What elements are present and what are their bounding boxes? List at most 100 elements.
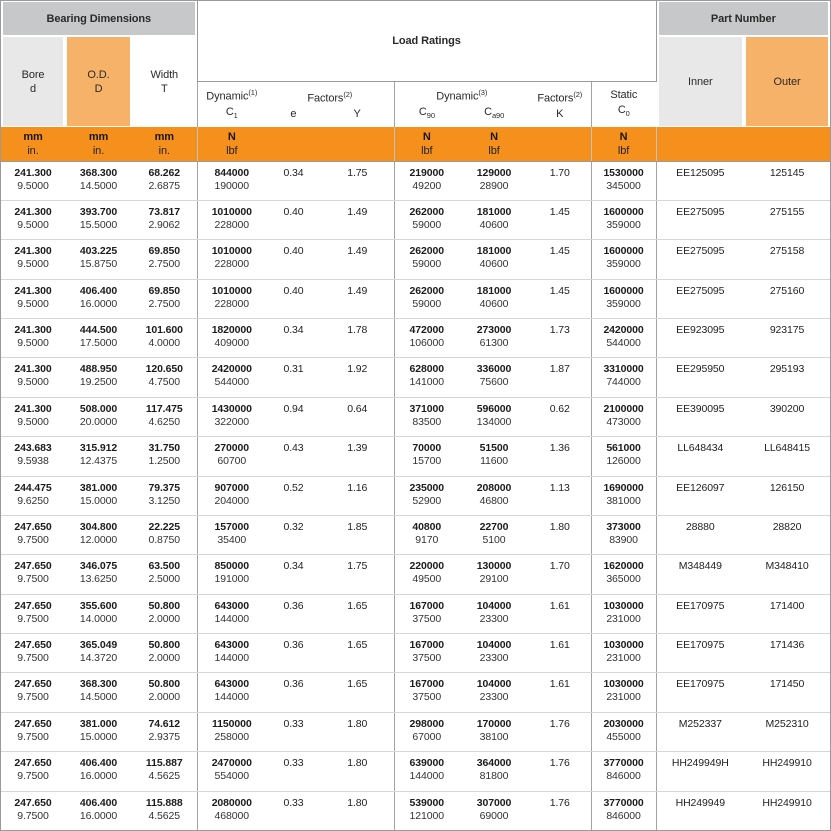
c0-lbf-value: 846000 [606,770,641,783]
c90-n-value: 235000 [409,481,445,494]
c1-lbf-value: 204000 [214,494,250,507]
inner-part-cell: EE923095 [655,318,745,359]
c0-lbf-value: 381000 [606,494,641,507]
bore-mm-value: 247.650 [14,599,52,612]
k-symbol: K [556,107,564,120]
c1-symbol: C1 [225,105,238,121]
c1-n-value: 850000 [214,560,250,573]
width-mm-value: 50.800 [148,678,181,691]
y-value: 1.65 [347,678,368,691]
inner-part-number: EE390095 [676,402,725,415]
c1-cell: 2080000 468000 [196,791,267,830]
k-value: 1.13 [549,481,570,494]
table-row: 241.300 9.5000 488.950 19.2500 120.650 4.75… [1,357,831,398]
y-cell: 1.16 [321,476,395,516]
inner-part-number: HH249949H [671,757,729,770]
k-value: 1.70 [549,560,570,573]
table-body: 241.300 9.5000 368.300 14.5000 68.262 2.687… [1,161,831,830]
c90-lbf-value: 37500 [412,612,442,625]
c90-lbf-value: 141000 [409,376,445,389]
width-cell: 74.612 2.9375 [132,712,198,753]
bore-label: Bore [21,68,45,81]
od-mm-value: 444.500 [79,324,118,336]
k-cell: 1.45 [529,279,592,320]
c0-n-value: 1030000 [603,599,644,612]
bore-mm-value: 241.300 [14,166,52,179]
od-in-value: 16.0000 [79,770,118,783]
width-in-value: 3.1250 [148,494,181,507]
k-value: 1.80 [549,520,570,533]
c1-lbf-value: 144000 [214,652,250,664]
k-cell: 1.76 [529,791,592,830]
k-cell: 1.70 [529,161,592,201]
od-cell: 393.700 15.5000 [65,200,132,241]
table-row: 247.650 9.7500 346.075 13.6250 63.500 2.500… [1,554,831,595]
c90-n-value: 472000 [409,324,445,336]
width-cell: 79.375 3.1250 [132,476,198,516]
e-cell: 0.32 [266,515,322,556]
dynamic3-label: Dynamic(3) [436,88,488,103]
c0-n-value: 3770000 [603,757,644,770]
c0-cell: 1620000 365000 [590,554,657,595]
c1-n-value: 1010000 [211,245,252,258]
k-cell: 1.61 [529,633,592,674]
c0-cell: 3310000 744000 [590,357,657,398]
y-value: 1.80 [347,757,368,770]
c0-lbf-value: 744000 [606,376,641,389]
od-in-value: 16.0000 [79,809,118,822]
bore-column-header: Bore d [1,37,65,127]
unit-inner [655,127,745,162]
y-value: 1.65 [347,599,368,612]
bore-mm-value: 247.650 [14,678,52,691]
y-value: 1.49 [347,284,368,297]
bore-mm-value: 241.300 [14,402,52,415]
bore-mm-value: 243.683 [14,442,52,455]
c1-n-value: 1010000 [211,284,252,297]
k-cell: 1.87 [529,357,592,398]
outer-part-number: HH249910 [762,796,812,809]
od-mm-value: 304.800 [79,520,118,533]
c90-cell: 167000 37500 [393,594,460,635]
c0-cell: 373000 83900 [590,515,657,556]
od-in-value: 12.4375 [79,455,118,468]
c1-cell: 1010000 228000 [196,279,267,320]
c1-n-value: 2080000 [211,796,252,809]
c0-cell: 1600000 359000 [590,239,657,280]
c90-cell: 167000 37500 [393,672,460,713]
factors-ey-label: Factors(2) [307,89,353,105]
outer-part-number: 171400 [769,599,805,612]
ca90-lbf-value: 40600 [479,297,509,310]
c90-lbf-value: 83500 [412,415,442,428]
bore-mm-value: 247.650 [14,560,52,573]
column-header-row: Bore d O.D. D Width T Inner [1,37,830,126]
c90-lbf-value: 37500 [412,691,442,704]
bore-cell: 241.300 9.5000 [1,318,65,359]
c0-cell: 2100000 473000 [590,397,657,438]
width-cell: 115.887 4.5625 [132,751,198,792]
c90-lbf-value: 67000 [412,730,442,743]
outer-part-cell: 125145 [744,161,831,201]
bore-mm-value: 241.300 [14,245,52,258]
c90-lbf-value: 121000 [409,809,445,822]
c1-n-value: 1820000 [211,324,252,336]
bore-cell: 247.650 9.7500 [1,791,65,830]
e-value: 0.40 [283,245,304,258]
od-in-value: 19.2500 [79,376,118,389]
dynamic1-header: Dynamic(1) C1 [196,81,267,127]
od-in-value: 14.5000 [79,179,118,192]
ca90-cell: 130000 29100 [459,554,530,595]
c90-n-value: 262000 [409,284,445,297]
c1-n-value: 643000 [214,678,250,691]
od-mm-value: 381.000 [79,481,118,494]
c90-cell: 639000 144000 [393,751,460,792]
width-mm-value: 120.650 [145,363,183,376]
c90-lbf-value: 59000 [412,258,442,271]
c90-n-value: 539000 [409,796,445,809]
c0-symbol: C0 [617,103,630,118]
od-in-value: 13.6250 [79,573,118,586]
c90-lbf-value: 49200 [412,179,442,192]
bore-in-value: 9.5938 [17,455,49,468]
e-cell: 0.33 [266,751,322,792]
bore-cell: 247.650 9.7500 [1,751,65,792]
